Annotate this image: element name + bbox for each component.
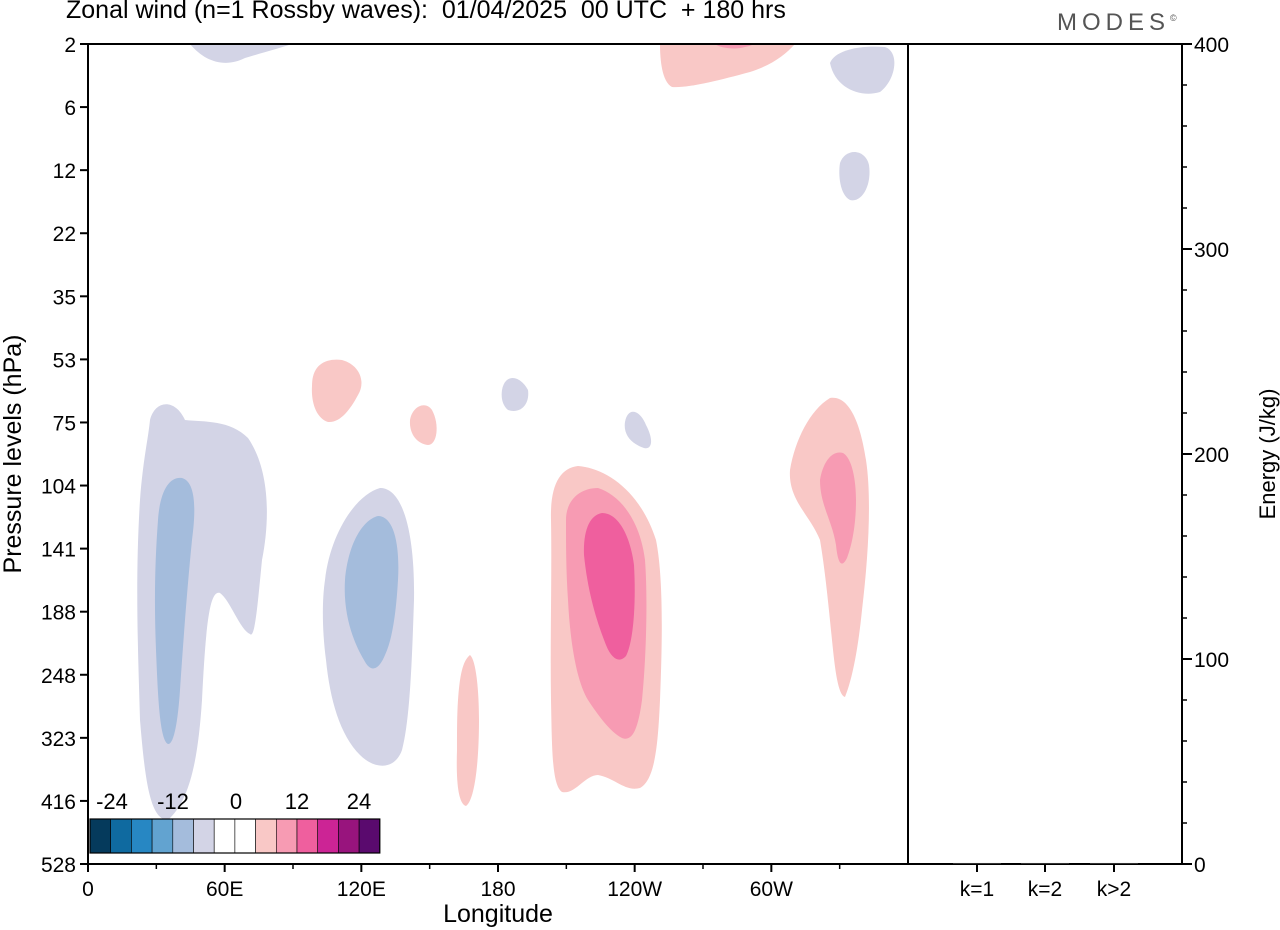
colorbar (89, 818, 381, 854)
energy-tick-label: 300 (1194, 239, 1229, 262)
energy-bars (953, 862, 1138, 864)
colorbar-cell (131, 818, 153, 854)
contour-positive-east-pacific (789, 397, 869, 697)
pressure-tick-label: 53 (53, 349, 76, 372)
pressure-tick-label: 2 (64, 34, 76, 57)
colorbar-cell (151, 818, 174, 854)
pressure-tick-label: 323 (41, 728, 76, 751)
colorbar-label: 24 (347, 789, 371, 814)
x-axis-label: Longitude (443, 900, 553, 928)
pressure-tick-label: 248 (41, 665, 76, 688)
colorbar-cell (110, 818, 132, 854)
contour-positive-indian-1 (311, 359, 362, 423)
contour-positive-stratosphere-top-mid (715, 44, 754, 49)
pressure-tick-label: 75 (53, 412, 76, 435)
colorbar-label: -12 (157, 789, 189, 814)
contour-negative-stratosphere-east-2 (839, 151, 870, 201)
colorbar-cell (296, 818, 319, 854)
energy-bar (953, 862, 1001, 864)
modes-logo: MODES© (1057, 9, 1177, 37)
longitude-tick-label: 60W (750, 878, 793, 901)
pressure-tick-label: 416 (41, 791, 76, 814)
longitude-axis: 0 60E 120E 180 120W 60W (82, 864, 841, 901)
longitude-tick-label: 120W (607, 878, 662, 901)
contour-positive-stratosphere-top (660, 44, 795, 88)
energy-bar (1021, 862, 1069, 864)
colorbar-cell (172, 818, 194, 854)
contour-positive-east-pacific-mid (820, 452, 856, 564)
contour-field (137, 44, 895, 820)
longitude-tick-label: 60E (206, 878, 243, 901)
colorbar-label: -24 (96, 789, 128, 814)
copyright-mark: © (1170, 13, 1177, 23)
colorbar-cell (317, 818, 339, 854)
pressure-tick-label: 528 (41, 854, 76, 877)
contour-negative-africa-core (154, 477, 195, 745)
pressure-tick-label: 22 (53, 223, 76, 246)
pressure-tick-label: 6 (64, 97, 76, 120)
colorbar-cell (213, 818, 236, 854)
colorbar-cell (193, 818, 215, 854)
contour-negative-maritime-core (344, 516, 399, 669)
pressure-tick-label: 104 (41, 476, 76, 499)
logo-text: MODES (1057, 9, 1171, 36)
pressure-tick-label: 35 (53, 286, 76, 309)
category-label: k=2 (1028, 878, 1062, 901)
colorbar-label: 12 (285, 789, 309, 814)
energy-tick-label: 100 (1194, 649, 1229, 672)
colorbar-label: 0 (230, 789, 242, 814)
pressure-tick-label: 12 (53, 160, 76, 183)
y-axis-label-right: Energy (J/kg) (1255, 389, 1280, 520)
energy-panel-frame (907, 43, 1183, 865)
colorbar-cell (89, 818, 112, 854)
colorbar-cell (234, 818, 256, 854)
pressure-axis: 2 6 12 22 35 53 75 104 141 188 248 323 416 528 (41, 34, 88, 877)
pressure-tick-label: 188 (41, 602, 76, 625)
colorbar-cell (255, 818, 277, 854)
contour-positive-indian-2 (409, 405, 437, 445)
contour-negative-small-1 (501, 377, 529, 411)
colorbar-cell (358, 818, 381, 854)
colorbar-cell (338, 818, 360, 854)
contour-negative-small-2 (624, 411, 652, 449)
colorbar-cell (275, 818, 298, 854)
pressure-tick-label: 141 (41, 539, 76, 562)
contour-negative-west-pacific-top (190, 44, 292, 63)
longitude-tick-label: 120E (337, 878, 386, 901)
energy-categories: k=1 k=2 k>2 (960, 864, 1131, 901)
colorbar-labels: -24 -12 0 12 24 (96, 789, 371, 814)
y-axis-label-left: Pressure levels (hPa) (0, 335, 27, 574)
energy-axis: 0 100 200 300 400 (1182, 34, 1229, 877)
contour-negative-stratosphere-east-1 (830, 46, 895, 94)
colorbar-outline (89, 818, 381, 854)
contour-positive-dateline (456, 655, 479, 806)
longitude-tick-label: 0 (82, 878, 94, 901)
category-label: k>2 (1097, 878, 1131, 901)
energy-tick-label: 200 (1194, 444, 1229, 467)
energy-tick-label: 0 (1194, 854, 1206, 877)
energy-tick-label: 400 (1194, 34, 1229, 57)
category-label: k=1 (960, 878, 994, 901)
contour-positive-pacific-core (583, 513, 635, 660)
chart-title: Zonal wind (n=1 Rossby waves): 01/04/202… (66, 0, 786, 24)
energy-bar (1090, 862, 1138, 864)
longitude-tick-label: 180 (480, 878, 515, 901)
